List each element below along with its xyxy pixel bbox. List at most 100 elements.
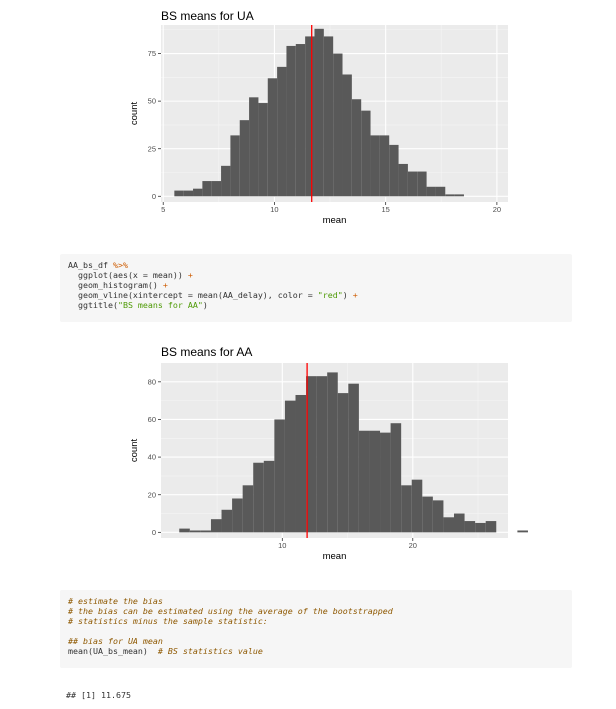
- histogram-bar: [426, 186, 436, 197]
- histogram-bar: [249, 97, 259, 197]
- histogram-bar: [258, 103, 268, 197]
- histogram-bar: [390, 423, 402, 533]
- x-tick-label: 10: [278, 541, 286, 550]
- code-token: ): [202, 300, 208, 310]
- x-tick-label: 10: [270, 205, 278, 214]
- code-token: +: [352, 290, 358, 300]
- histogram-bar: [284, 400, 296, 533]
- histogram-bar: [305, 36, 315, 197]
- histogram-bar: [221, 509, 233, 533]
- y-tick-label: 75: [148, 49, 156, 58]
- histogram-bar: [286, 45, 296, 197]
- histogram-bar: [422, 496, 433, 533]
- code-token: AA_bs_df: [68, 260, 113, 270]
- histogram-bar: [232, 498, 243, 533]
- x-tick-label: 20: [493, 205, 501, 214]
- code-token: "BS means for AA": [117, 300, 203, 310]
- histogram-bar: [389, 144, 399, 197]
- x-tick-label: 5: [161, 205, 165, 214]
- histogram-bar: [407, 171, 418, 197]
- histogram-bar: [183, 190, 194, 197]
- code-token: %>%: [112, 260, 128, 270]
- x-tick-label: 20: [409, 541, 417, 550]
- histogram-bar: [306, 376, 317, 533]
- code-token: "red": [317, 290, 343, 300]
- code-line: # estimate the bias: [68, 596, 564, 606]
- chart-title: BS means for AA: [161, 345, 252, 359]
- histogram-bar: [230, 135, 240, 197]
- code-line: ggplot(aes(x = mean)) +: [68, 270, 564, 280]
- histogram-bar: [342, 74, 352, 197]
- histogram-bar: [221, 165, 231, 197]
- code-token: +: [162, 280, 168, 290]
- code-token: # estimate the bias: [68, 596, 163, 606]
- histogram-bar: [358, 430, 370, 533]
- histogram-bar: [517, 530, 528, 533]
- histogram-bar: [380, 432, 391, 533]
- histogram-bar: [351, 99, 362, 197]
- code-block-ggplot: AA_bs_df %>% ggplot(aes(x = mean)) + geo…: [60, 254, 572, 322]
- histogram-bar: [295, 394, 307, 533]
- code-token: geom_vline(xintercept = mean(AA_delay), …: [68, 290, 318, 300]
- code-token: ggplot(aes(x = mean)): [68, 270, 188, 280]
- histogram-bar: [202, 181, 212, 197]
- histogram-bar: [179, 528, 190, 533]
- code-line: mean(UA_bs_mean) # BS statistics value: [68, 646, 564, 656]
- code-line: # statistics minus the sample statistic:: [68, 616, 564, 626]
- histogram-bar: [398, 163, 408, 197]
- histogram-bar: [242, 485, 254, 533]
- histogram-bar: [453, 513, 465, 533]
- code-token: ## bias for UA mean: [68, 636, 163, 646]
- histogram-bar: [379, 135, 390, 197]
- histogram-bar: [295, 44, 306, 197]
- histogram-bar: [210, 519, 222, 533]
- histogram-bar: [189, 530, 201, 533]
- histogram-bar: [267, 78, 278, 197]
- histogram-bar: [369, 430, 381, 533]
- histogram-bar: [239, 120, 250, 197]
- code-line: ggtitle("BS means for AA"): [68, 300, 564, 310]
- histogram-bar: [253, 462, 264, 533]
- y-tick-label: 20: [148, 490, 156, 499]
- code-token: # BS statistics value: [157, 646, 263, 656]
- histogram-bar: [348, 383, 359, 533]
- x-axis-title: mean: [323, 551, 347, 562]
- histogram-bar: [401, 485, 412, 533]
- code-token: ): [342, 290, 353, 300]
- console-output: ## [1] 11.675: [66, 690, 131, 700]
- code-line: ## bias for UA mean: [68, 636, 564, 646]
- histogram-bar: [277, 66, 287, 197]
- code-line: # the bias can be estimated using the av…: [68, 606, 564, 616]
- y-tick-label: 0: [152, 528, 156, 537]
- histogram-bar: [475, 522, 486, 533]
- code-block-bias: # estimate the bias # the bias can be est…: [60, 590, 572, 668]
- code-token: mean(UA_bs_mean): [68, 646, 158, 656]
- histogram-bar: [316, 376, 328, 533]
- code-line: [68, 626, 564, 636]
- code-token: +: [187, 270, 193, 280]
- histogram-bar: [211, 181, 222, 197]
- x-axis-title: mean: [323, 215, 347, 226]
- y-tick-label: 80: [148, 377, 156, 386]
- y-tick-label: 50: [148, 97, 156, 106]
- code-line: AA_bs_df %>%: [68, 260, 564, 270]
- histogram-bar: [443, 517, 454, 533]
- histogram-aa: 10 20 0 20 40 60 80 mean count BS means for AA: [0, 338, 616, 580]
- histogram-bar: [337, 393, 349, 533]
- histogram-bar: [417, 171, 427, 197]
- y-axis-title: count: [129, 439, 140, 463]
- code-token: ggtitle(: [68, 300, 118, 310]
- y-tick-label: 60: [148, 415, 156, 424]
- histogram-bar: [174, 190, 184, 197]
- code-line: geom_histogram() +: [68, 280, 564, 290]
- code-token: geom_histogram(): [68, 280, 163, 290]
- code-token: # statistics minus the sample statistic:: [68, 616, 268, 626]
- histogram-bar: [361, 110, 371, 197]
- histogram-bar: [464, 521, 476, 533]
- code-line: geom_vline(xintercept = mean(AA_delay), …: [68, 290, 564, 300]
- histogram-bar: [263, 460, 275, 533]
- histogram-bar: [274, 419, 285, 533]
- histogram-bar: [323, 36, 334, 197]
- histogram-bar: [200, 530, 211, 533]
- histogram-bar: [435, 186, 446, 197]
